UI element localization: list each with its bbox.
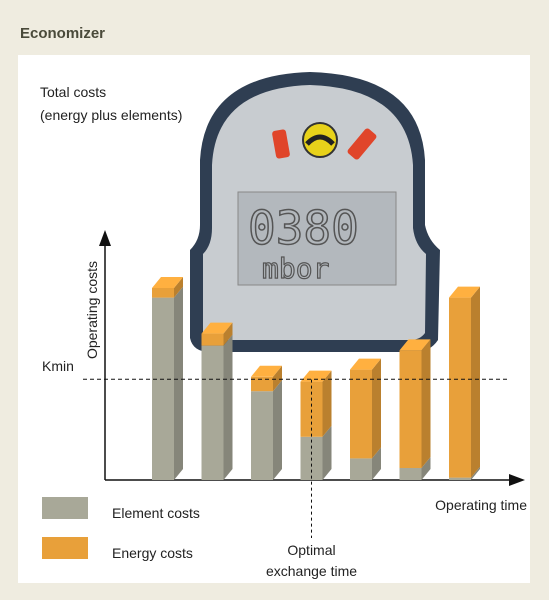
bar-side (224, 335, 233, 480)
bar-segment (400, 350, 422, 468)
bar-side (174, 287, 183, 480)
legend-label: Energy costs (112, 545, 193, 561)
bar-segment (350, 370, 372, 459)
bar-segment (202, 334, 224, 346)
bar-side (422, 339, 431, 468)
annotation: Total costs (40, 84, 106, 100)
x-axis-label: Operating time (435, 497, 527, 513)
legend-label: Element costs (112, 505, 200, 521)
kmin-label: Kmin (42, 358, 74, 374)
infographic: Economizer 0380 mbor Total costs (energy… (0, 0, 549, 600)
bar-side (471, 287, 480, 478)
bar-segment (400, 468, 422, 480)
bar-segment (449, 298, 471, 478)
bar-segment (449, 478, 471, 480)
bar-side (372, 359, 381, 459)
bar-segment (152, 298, 174, 480)
annotation: (energy plus elements) (40, 107, 182, 123)
bar-segment (251, 391, 273, 480)
bar-segment (202, 346, 224, 480)
bar-side (273, 380, 282, 480)
y-axis-label: Operating costs (84, 261, 100, 359)
bar-segment (152, 288, 174, 298)
bar-segment (350, 458, 372, 480)
legend-swatch (42, 497, 88, 519)
device-unit: mbor (262, 252, 329, 285)
header-title: Economizer (20, 25, 105, 42)
device-reading: 0380 (248, 201, 359, 255)
device: 0380 mbor (190, 72, 440, 352)
legend-swatch (42, 537, 88, 559)
bar-side (323, 371, 332, 437)
optimal-label: Optimal (287, 542, 335, 558)
optimal-label: exchange time (266, 563, 357, 579)
